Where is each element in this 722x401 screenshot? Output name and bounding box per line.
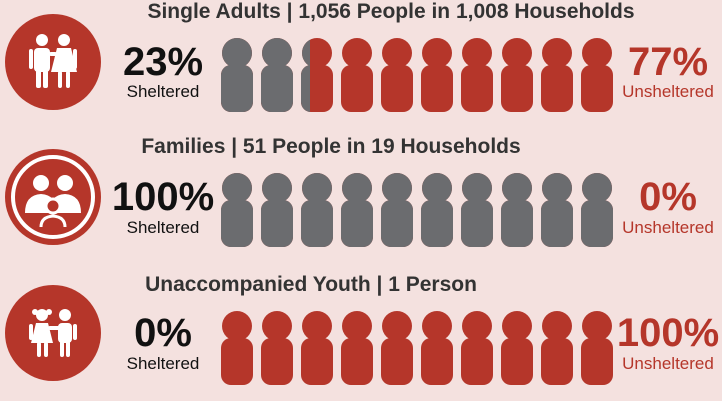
person-figure — [301, 173, 333, 247]
sheltered-label: Sheltered — [126, 218, 200, 237]
sheltered-percent: 23% — [122, 40, 204, 84]
person-figure — [461, 311, 493, 385]
people-pictogram — [218, 38, 613, 112]
person-figure — [341, 38, 373, 112]
person-figure — [461, 173, 493, 247]
person-figure — [221, 173, 253, 247]
person-figure — [541, 173, 573, 247]
person-figure — [541, 38, 573, 112]
sheltered-percent: 0% — [134, 311, 192, 355]
person-figure — [501, 311, 533, 385]
person-figure — [501, 173, 533, 247]
person-figure — [581, 38, 613, 112]
unsheltered-percent: 100% — [616, 311, 720, 355]
unsheltered-percent: 77% — [627, 40, 709, 84]
section-title: Single Adults | 1,056 People in 1,008 Ho… — [147, 0, 635, 23]
person-figure — [301, 311, 333, 385]
adult-couple-icon — [5, 14, 101, 110]
person-figure — [421, 311, 453, 385]
person-figure — [501, 38, 533, 112]
sheltered-label: Sheltered — [126, 354, 200, 373]
unsheltered-label: Unsheltered — [622, 354, 714, 373]
person-figure — [341, 173, 373, 247]
person-figure — [381, 173, 413, 247]
sheltered-label: Sheltered — [126, 82, 200, 101]
person-figure — [381, 38, 413, 112]
person-figure — [461, 38, 493, 112]
person-figure — [581, 311, 613, 385]
people-pictogram — [218, 173, 613, 247]
person-figure — [421, 38, 453, 112]
people-pictogram — [218, 311, 613, 385]
person-figure — [421, 173, 453, 247]
family-icon — [5, 149, 101, 245]
children-icon — [5, 285, 101, 381]
person-figure — [221, 38, 253, 112]
unsheltered-label: Unsheltered — [622, 218, 714, 237]
person-figure — [341, 311, 373, 385]
person-figure — [301, 38, 333, 112]
person-figure — [261, 173, 293, 247]
person-figure — [261, 38, 293, 112]
person-figure — [541, 311, 573, 385]
section-title: Families | 51 People in 19 Households — [141, 135, 521, 158]
section-families: Families | 51 People in 19 Households 10… — [0, 135, 722, 263]
section-single-adults: Single Adults | 1,056 People in 1,008 Ho… — [0, 0, 722, 128]
person-figure — [261, 311, 293, 385]
unsheltered-label: Unsheltered — [622, 82, 714, 101]
person-figure — [221, 311, 253, 385]
section-title: Unaccompanied Youth | 1 Person — [145, 273, 477, 296]
sheltered-percent: 100% — [111, 175, 215, 219]
unsheltered-percent: 0% — [639, 175, 697, 219]
section-unaccompanied-youth: Unaccompanied Youth | 1 Person 0% — [0, 273, 722, 401]
person-figure — [381, 311, 413, 385]
person-figure — [581, 173, 613, 247]
